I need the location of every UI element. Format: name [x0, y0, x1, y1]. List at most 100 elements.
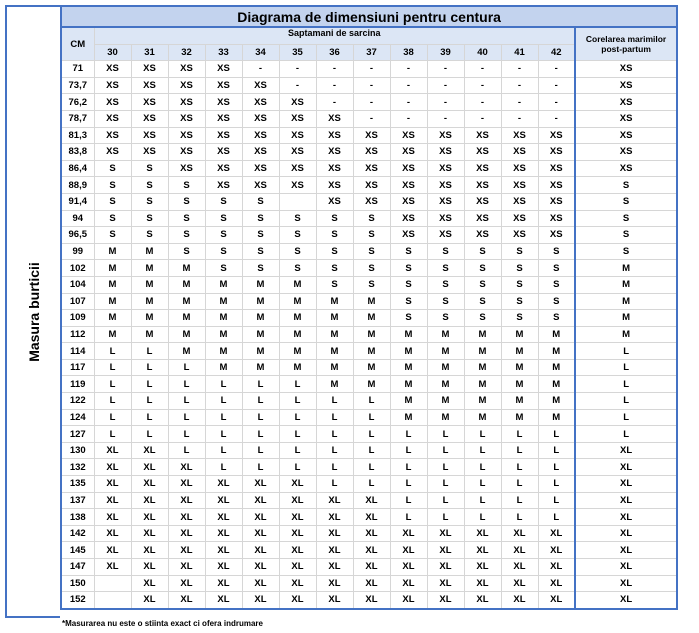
size-cell: M — [93, 325, 132, 344]
size-cell: S — [241, 192, 280, 211]
size-cell: M — [389, 375, 428, 394]
size-cell: XS — [130, 126, 169, 145]
size-cell: - — [463, 60, 502, 78]
week-header: 41 — [500, 43, 539, 62]
size-cell: XS — [204, 126, 243, 145]
size-cell: XL — [130, 591, 169, 610]
size-cell: L — [389, 458, 428, 477]
postpartum-cell: XL — [573, 491, 679, 510]
size-cell: L — [278, 458, 317, 477]
size-cell: S — [352, 275, 391, 294]
size-cell: S — [167, 192, 206, 211]
size-cell: S — [204, 226, 243, 244]
size-cell: M — [352, 342, 391, 360]
size-cell: S — [130, 192, 169, 211]
size-cell: XL — [93, 541, 132, 559]
size-cell: M — [315, 342, 354, 360]
table-row: 91,4 S S S S S XS XS XS XS XS XS XS S — [60, 192, 679, 211]
size-cell: XL — [130, 508, 169, 526]
size-cell: XS — [537, 226, 576, 244]
table-row: 124 L L L L L L L L M M M M M L — [60, 408, 679, 427]
table-row: 119 L L L L L L M M M M M M M L — [60, 375, 679, 394]
postpartum-header: Corelarea marimilor post-partum — [573, 26, 679, 62]
size-cell: M — [278, 275, 317, 294]
cm-cell: 83,8 — [60, 143, 95, 161]
table-row: 145 XL XL XL XL XL XL XL XL XL XL XL XL XL XL — [60, 541, 679, 559]
postpartum-cell: XS — [573, 93, 679, 111]
size-cell: XS — [315, 192, 354, 211]
size-cell: L — [130, 425, 169, 443]
size-cell: S — [426, 292, 465, 311]
size-cell: XL — [315, 491, 354, 510]
size-cell: M — [537, 375, 576, 394]
size-cell: XL — [241, 508, 280, 526]
size-cell: L — [204, 392, 243, 410]
table-row: 71 XS XS XS XS - - - - - - - - - XS — [60, 60, 679, 78]
postpartum-cell: XL — [573, 508, 679, 526]
size-cell: M — [93, 292, 132, 311]
size-cell: XL — [389, 574, 428, 593]
size-cell: L — [537, 508, 576, 526]
size-cell: S — [315, 226, 354, 244]
size-cell: S — [130, 226, 169, 244]
size-cell: L — [315, 458, 354, 477]
size-cell: XL — [426, 524, 465, 543]
size-cell: XS — [315, 126, 354, 145]
size-cell: L — [463, 458, 502, 477]
size-cell: XL — [204, 558, 243, 576]
side-label: Masura burticii — [25, 261, 42, 362]
size-cell: L — [278, 392, 317, 410]
size-cell: L — [463, 441, 502, 460]
size-cell: - — [352, 76, 391, 95]
size-cell: M — [426, 392, 465, 410]
size-cell: XL — [537, 574, 576, 593]
size-cell: XS — [278, 176, 317, 194]
size-cell: M — [278, 342, 317, 360]
size-cell: S — [241, 226, 280, 244]
size-cell: M — [167, 259, 206, 277]
size-cell: XS — [463, 143, 502, 161]
size-cell: XL — [241, 524, 280, 543]
table-row: 137 XL XL XL XL XL XL XL XL L L L L L XL — [60, 491, 679, 510]
size-cell: XS — [426, 126, 465, 145]
size-cell: L — [167, 441, 206, 460]
size-cell: XS — [315, 176, 354, 194]
size-cell: M — [315, 309, 354, 327]
size-cell: XL — [167, 491, 206, 510]
postpartum-cell: XL — [573, 541, 679, 559]
size-cell: L — [130, 358, 169, 377]
size-cell: L — [537, 458, 576, 477]
size-cell: - — [537, 60, 576, 78]
size-cell: M — [241, 342, 280, 360]
size-cell: L — [315, 425, 354, 443]
postpartum-cell: XL — [573, 441, 679, 460]
postpartum-cell: S — [573, 226, 679, 244]
size-cell: L — [537, 491, 576, 510]
size-cell: L — [93, 342, 132, 360]
size-cell: XS — [167, 93, 206, 111]
size-cell: XL — [537, 541, 576, 559]
size-cell: XL — [93, 458, 132, 477]
size-cell: S — [352, 209, 391, 228]
size-cell: XS — [167, 60, 206, 78]
week-header: 31 — [130, 43, 169, 62]
size-cell: XS — [278, 93, 317, 111]
size-cell: XL — [537, 524, 576, 543]
size-cell: - — [463, 93, 502, 111]
size-cell: XS — [130, 143, 169, 161]
size-cell: XL — [241, 591, 280, 610]
size-cell: S — [500, 242, 539, 261]
size-cell: M — [537, 325, 576, 344]
size-cell: XS — [426, 159, 465, 178]
size-cell: XS — [426, 192, 465, 211]
size-cell: XL — [278, 558, 317, 576]
size-cell: M — [352, 292, 391, 311]
table-row: 78,7 XS XS XS XS XS XS XS - - - - - - XS — [60, 109, 679, 128]
week-header: 33 — [204, 43, 243, 62]
cm-cell: 137 — [60, 491, 95, 510]
size-cell: L — [352, 408, 391, 427]
size-cell: XL — [241, 558, 280, 576]
size-cell: M — [537, 358, 576, 377]
table-row: 86,4 S S XS XS XS XS XS XS XS XS XS XS XS XS — [60, 159, 679, 178]
cm-cell: 114 — [60, 342, 95, 360]
